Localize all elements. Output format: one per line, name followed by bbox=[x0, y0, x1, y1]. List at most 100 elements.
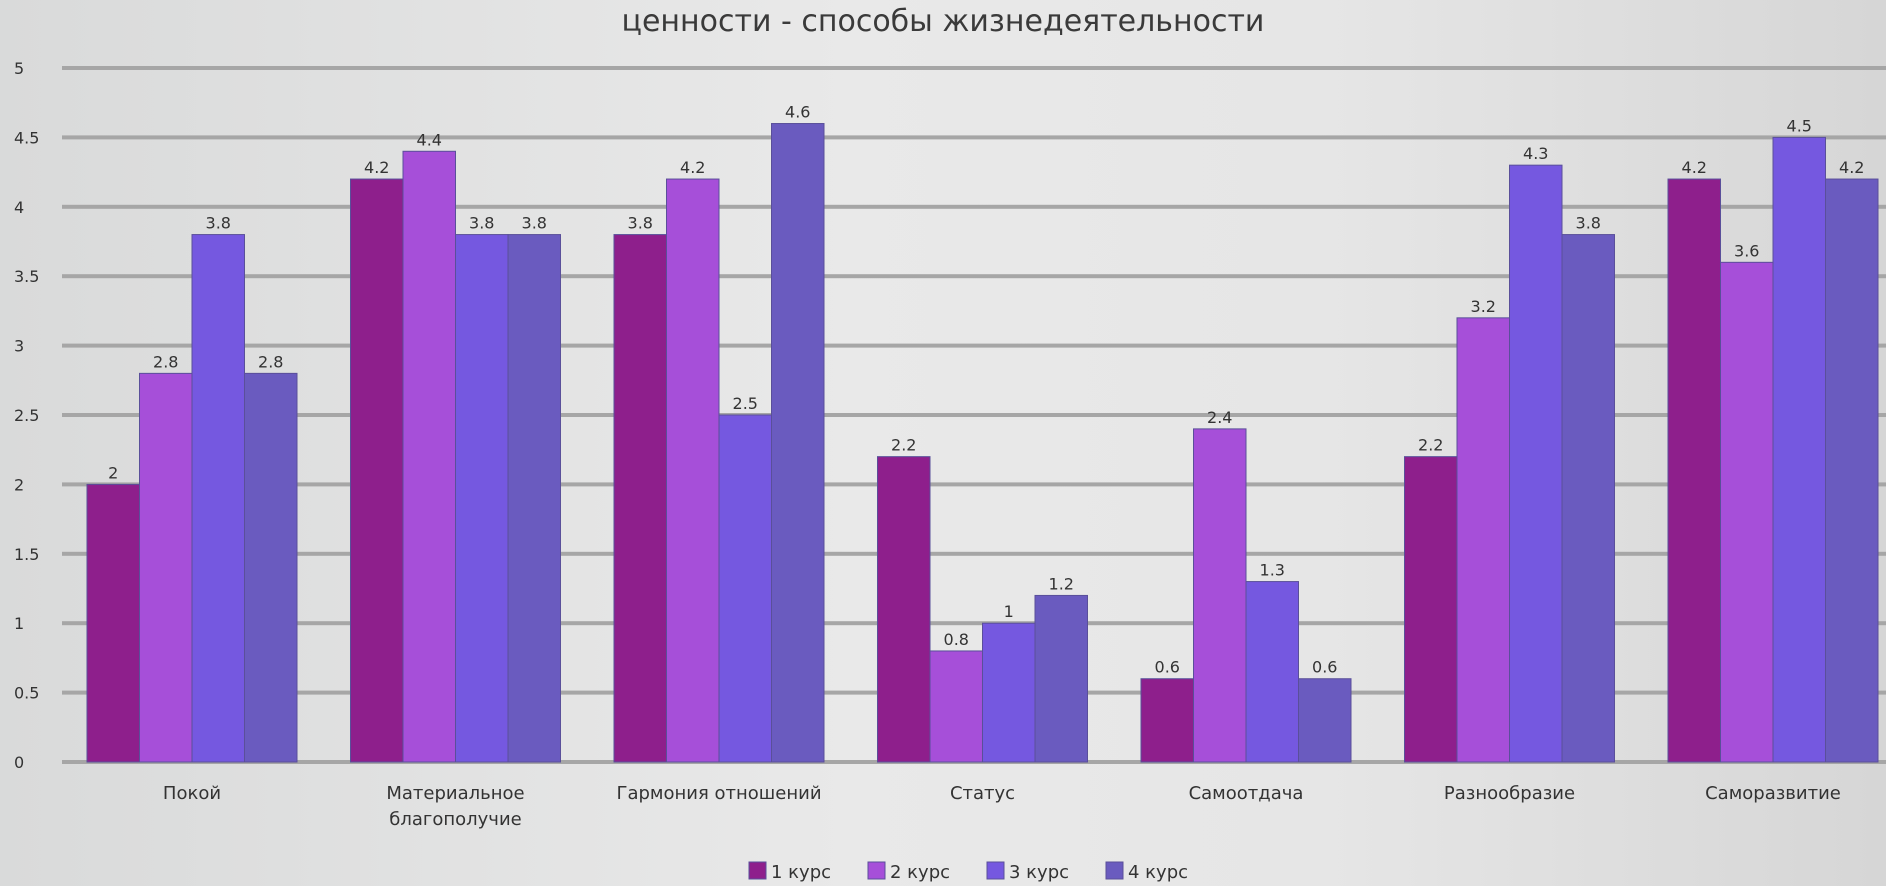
bar bbox=[1034, 594, 1088, 763]
x-category-label: Саморазвитие bbox=[1705, 783, 1841, 804]
legend-swatch bbox=[986, 861, 1005, 880]
gridline bbox=[62, 482, 1886, 487]
bar bbox=[1140, 678, 1194, 763]
legend-label: 2 курс bbox=[890, 862, 950, 883]
bar bbox=[507, 234, 561, 763]
data-label: 3.2 bbox=[1471, 297, 1496, 316]
bar bbox=[1720, 261, 1774, 763]
gridline bbox=[62, 204, 1886, 209]
data-label: 3.8 bbox=[206, 214, 231, 233]
y-tick-label: 4.5 bbox=[14, 128, 39, 147]
gridline bbox=[62, 274, 1886, 279]
data-label: 1 bbox=[1004, 602, 1014, 621]
data-labels: 2 2.8 3.8 2.8 4.2 4.4 3.8 3.8 3.8 4.2 2.5 4.6 2.2 0.8… bbox=[108, 103, 1864, 677]
x-category-line: Статус bbox=[950, 783, 1015, 804]
x-axis-categories: Покой Материальное благополучие Гармония от… bbox=[163, 783, 1841, 830]
legend-swatch bbox=[867, 861, 886, 880]
data-label: 2.2 bbox=[891, 436, 916, 455]
x-category-label: Статус bbox=[950, 783, 1015, 804]
y-tick-label: 2.5 bbox=[14, 406, 39, 425]
x-category-line: Покой bbox=[163, 783, 221, 804]
bar bbox=[191, 234, 245, 763]
data-label: 4.2 bbox=[680, 158, 705, 177]
y-tick-label: 5 bbox=[14, 59, 24, 78]
data-label: 2.2 bbox=[1418, 436, 1443, 455]
bar bbox=[666, 178, 720, 763]
data-label: 4.5 bbox=[1787, 116, 1812, 135]
bar bbox=[1667, 178, 1721, 763]
data-label: 3.8 bbox=[628, 214, 653, 233]
y-tick-label: 4 bbox=[14, 198, 24, 217]
bar bbox=[350, 178, 404, 763]
bar bbox=[1245, 581, 1299, 763]
legend-label: 4 курс bbox=[1128, 862, 1188, 883]
bar bbox=[1772, 136, 1826, 763]
bar bbox=[771, 123, 825, 763]
data-label: 3.8 bbox=[522, 214, 547, 233]
y-axis-ticks: 0 0.5 1 1.5 2 2.5 3 3.5 4 4.5 5 bbox=[14, 59, 39, 772]
y-tick-label: 3 bbox=[14, 337, 24, 356]
y-tick-label: 2 bbox=[14, 475, 24, 494]
data-label: 2.8 bbox=[258, 352, 283, 371]
x-category-label: Разнообразие bbox=[1444, 783, 1575, 804]
data-label: 3.8 bbox=[469, 214, 494, 233]
data-label: 4.2 bbox=[1839, 158, 1864, 177]
bar bbox=[1193, 428, 1247, 763]
y-tick-label: 1.5 bbox=[14, 545, 39, 564]
gridline bbox=[62, 413, 1886, 417]
y-tick-label: 3.5 bbox=[14, 267, 39, 286]
data-label: 0.6 bbox=[1155, 658, 1180, 677]
gridline bbox=[62, 343, 1886, 348]
bar bbox=[244, 372, 298, 763]
bar bbox=[1404, 456, 1458, 763]
gridline bbox=[62, 135, 1886, 140]
bar bbox=[86, 483, 140, 763]
bar bbox=[1298, 678, 1352, 763]
x-category-label: Гармония отношений bbox=[616, 783, 821, 804]
legend-label: 1 курс bbox=[771, 862, 831, 883]
legend-label: 3 курс bbox=[1009, 862, 1069, 883]
bar bbox=[1509, 164, 1563, 763]
y-tick-label: 0.5 bbox=[14, 684, 39, 703]
legend-swatch bbox=[1105, 861, 1124, 880]
data-label: 2 bbox=[108, 463, 118, 482]
x-category-line: Разнообразие bbox=[1444, 783, 1575, 804]
legend: 1 курс 2 курс 3 курс 4 курс bbox=[748, 861, 1188, 883]
bar bbox=[1456, 317, 1510, 763]
x-category-line: Саморазвитие bbox=[1705, 783, 1841, 804]
data-label: 1.3 bbox=[1260, 561, 1285, 580]
data-label: 4.2 bbox=[1682, 158, 1707, 177]
data-label: 2.8 bbox=[153, 352, 178, 371]
bar bbox=[1825, 178, 1879, 763]
bar bbox=[455, 234, 509, 763]
y-tick-label: 0 bbox=[14, 753, 24, 772]
data-label: 3.6 bbox=[1734, 241, 1759, 260]
data-label: 0.6 bbox=[1312, 658, 1337, 677]
data-label: 4.6 bbox=[785, 103, 810, 122]
data-label: 2.5 bbox=[733, 394, 758, 413]
data-label: 0.8 bbox=[944, 630, 969, 649]
x-category-label: Материальное благополучие bbox=[386, 783, 524, 830]
bar bbox=[877, 456, 931, 763]
data-label: 3.8 bbox=[1576, 214, 1601, 233]
bar bbox=[929, 650, 983, 763]
legend-swatch bbox=[748, 861, 767, 880]
bar bbox=[613, 234, 667, 763]
bar bbox=[402, 150, 456, 763]
x-category-line: Самоотдача bbox=[1189, 783, 1304, 804]
bars bbox=[86, 123, 1879, 763]
x-category-label: Покой bbox=[163, 783, 221, 804]
x-category-line: благополучие bbox=[389, 809, 521, 830]
data-label: 4.3 bbox=[1523, 144, 1548, 163]
data-label: 4.4 bbox=[417, 130, 442, 149]
bar bbox=[1561, 234, 1615, 763]
data-label: 2.4 bbox=[1207, 408, 1232, 427]
data-label: 1.2 bbox=[1049, 574, 1074, 593]
y-tick-label: 1 bbox=[14, 614, 24, 633]
x-category-line: Материальное bbox=[386, 783, 524, 804]
bar bbox=[139, 372, 193, 763]
data-label: 4.2 bbox=[364, 158, 389, 177]
gridline bbox=[62, 66, 1886, 70]
